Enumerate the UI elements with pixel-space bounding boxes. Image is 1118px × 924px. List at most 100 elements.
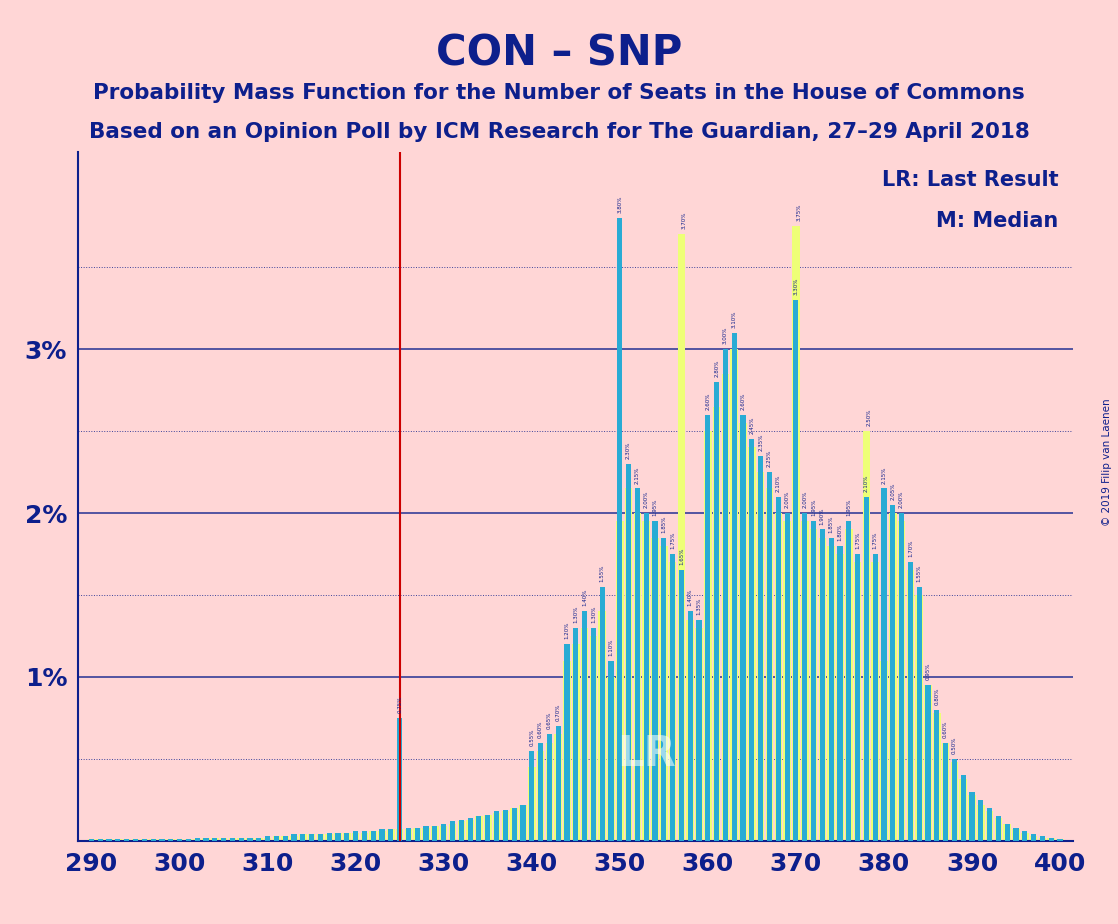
Bar (423, 828, 429, 841)
Bar (228, 837, 236, 841)
Text: 1.35%: 1.35% (697, 597, 702, 614)
Bar (959, 779, 967, 841)
Text: 1.95%: 1.95% (846, 499, 851, 517)
Text: 1.40%: 1.40% (582, 590, 587, 606)
Text: 0.75%: 0.75% (397, 696, 402, 713)
Bar (457, 821, 465, 841)
Text: 1.55%: 1.55% (599, 565, 605, 582)
Bar (565, 644, 569, 841)
Bar (908, 562, 913, 841)
Bar (352, 833, 359, 841)
Bar (449, 821, 455, 841)
Text: 1.65%: 1.65% (679, 548, 684, 565)
Text: 1.95%: 1.95% (811, 499, 816, 517)
Bar (951, 759, 957, 841)
Text: 1.30%: 1.30% (574, 605, 578, 623)
Bar (758, 456, 764, 841)
Text: 1.40%: 1.40% (688, 590, 693, 606)
Text: 2.50%: 2.50% (866, 408, 872, 426)
Bar (96, 839, 104, 841)
Bar (237, 837, 245, 841)
Bar (811, 521, 816, 841)
Text: 1.55%: 1.55% (917, 565, 921, 582)
Bar (785, 513, 789, 841)
Bar (941, 743, 949, 841)
Bar (442, 824, 446, 841)
Bar (679, 570, 684, 841)
Bar (1031, 834, 1036, 841)
Bar (995, 818, 1002, 841)
Bar (608, 661, 614, 841)
Bar (889, 513, 897, 841)
Bar (485, 815, 491, 841)
Bar (432, 826, 438, 841)
Bar (1057, 839, 1064, 841)
Text: 2.60%: 2.60% (740, 393, 746, 409)
Text: 2.00%: 2.00% (644, 491, 648, 508)
Bar (697, 620, 702, 841)
Bar (334, 833, 342, 841)
Bar (713, 407, 720, 841)
Bar (714, 382, 719, 841)
Bar (766, 489, 774, 841)
Bar (617, 218, 623, 841)
Text: 0.55%: 0.55% (529, 728, 534, 746)
Bar (634, 513, 642, 841)
Bar (977, 805, 985, 841)
Bar (353, 831, 358, 841)
Bar (809, 529, 817, 841)
Bar (1005, 824, 1010, 841)
Text: 3.75%: 3.75% (796, 204, 802, 222)
Bar (599, 587, 605, 841)
Bar (942, 743, 948, 841)
Text: 2.00%: 2.00% (899, 491, 904, 508)
Bar (625, 489, 633, 841)
Bar (424, 826, 428, 841)
Bar (704, 432, 712, 841)
Bar (643, 521, 650, 841)
Bar (978, 800, 984, 841)
Bar (466, 820, 474, 841)
Bar (996, 816, 1001, 841)
Bar (616, 521, 624, 841)
Bar (255, 837, 263, 841)
Bar (740, 415, 746, 841)
Bar (301, 834, 305, 841)
Text: 1.85%: 1.85% (828, 516, 834, 533)
Bar (987, 808, 992, 841)
Bar (114, 839, 122, 841)
Bar (669, 562, 676, 841)
Bar (458, 820, 464, 841)
Text: 0.70%: 0.70% (556, 704, 560, 722)
Bar (871, 562, 879, 841)
Text: 2.25%: 2.25% (767, 450, 773, 468)
Bar (502, 811, 509, 841)
Bar (917, 587, 921, 841)
Bar (863, 432, 870, 841)
Bar (925, 685, 931, 841)
Text: 2.35%: 2.35% (758, 433, 764, 451)
Bar (670, 554, 675, 841)
Text: © 2019 Filip van Laenen: © 2019 Filip van Laenen (1102, 398, 1112, 526)
Bar (246, 837, 254, 841)
Bar (211, 837, 218, 841)
Bar (195, 837, 200, 841)
Bar (828, 538, 834, 841)
Bar (115, 839, 121, 841)
Bar (510, 808, 518, 841)
Bar (343, 833, 351, 841)
Bar (880, 661, 888, 841)
Bar (123, 839, 131, 841)
Bar (739, 423, 747, 841)
Bar (503, 809, 508, 841)
Bar (950, 762, 958, 841)
Text: 3.70%: 3.70% (682, 213, 686, 229)
Bar (722, 373, 729, 841)
Bar (406, 828, 411, 841)
Bar (439, 826, 447, 841)
Bar (307, 834, 315, 841)
Text: LR: LR (617, 734, 675, 775)
Bar (230, 837, 235, 841)
Bar (484, 815, 492, 841)
Bar (1030, 836, 1038, 841)
